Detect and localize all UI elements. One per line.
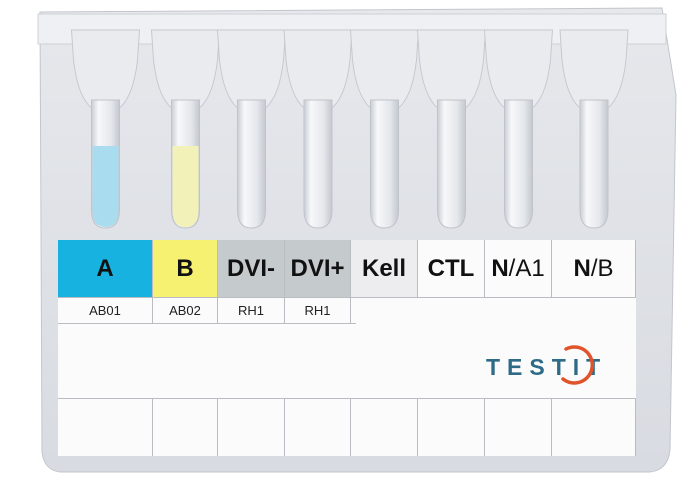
logo-text-test: TEST <box>486 353 573 380</box>
microtube-3 <box>283 29 353 229</box>
test-name-bold: N <box>573 254 591 282</box>
sub-divider <box>58 323 356 324</box>
result-box-5[interactable] <box>418 399 485 456</box>
test-name: Kell <box>361 254 406 282</box>
testit-logo: TEST IT <box>486 352 607 382</box>
result-box-7[interactable] <box>552 399 636 456</box>
microtube-0 <box>70 29 141 229</box>
result-box-4[interactable] <box>351 399 418 456</box>
test-code-1: AB02 <box>153 298 218 323</box>
header-divider <box>58 297 636 298</box>
test-name: DVI+ <box>290 254 345 282</box>
test-name: B <box>176 254 194 282</box>
test-name-bold: N <box>491 254 509 282</box>
test-code-2: RH1 <box>218 298 285 323</box>
microtube-1 <box>150 29 221 229</box>
label-card: A B DVI- DVI+ Kell CTL N/A1 N/B AB01 AB02 RH1 RH1 … <box>58 240 636 456</box>
test-code-3: RH1 <box>285 298 351 323</box>
test-code-0: AB01 <box>58 298 153 323</box>
result-box-0[interactable] <box>58 399 153 456</box>
test-label-5: CTL <box>418 240 485 297</box>
reagent-liquid <box>92 146 119 227</box>
result-box-6[interactable] <box>485 399 552 456</box>
test-name: A <box>96 254 114 282</box>
test-label-2: DVI- <box>218 240 285 297</box>
microtube-7 <box>559 29 629 229</box>
result-box-2[interactable] <box>218 399 285 456</box>
test-name-suffix: /A1 <box>508 254 545 282</box>
bottom-divider <box>58 398 636 399</box>
microtube-5 <box>416 29 487 229</box>
test-name-suffix: /B <box>590 254 614 282</box>
test-label-0: A <box>58 240 153 297</box>
test-label-3: DVI+ <box>285 240 351 297</box>
test-label-4: Kell <box>351 240 418 297</box>
logo-text-it: IT <box>572 353 608 380</box>
result-box-1[interactable] <box>153 399 218 456</box>
microtube-4 <box>349 29 420 229</box>
reagent-liquid <box>172 146 199 227</box>
microtube-6 <box>483 29 554 229</box>
microtube-2 <box>216 29 287 229</box>
result-box-3[interactable] <box>285 399 351 456</box>
test-label-7: N/B <box>552 240 636 297</box>
test-label-1: B <box>153 240 218 297</box>
test-name: DVI- <box>227 254 275 282</box>
test-label-6: N/A1 <box>485 240 552 297</box>
logo-arc-icon <box>561 345 594 385</box>
test-name: CTL <box>427 254 475 282</box>
